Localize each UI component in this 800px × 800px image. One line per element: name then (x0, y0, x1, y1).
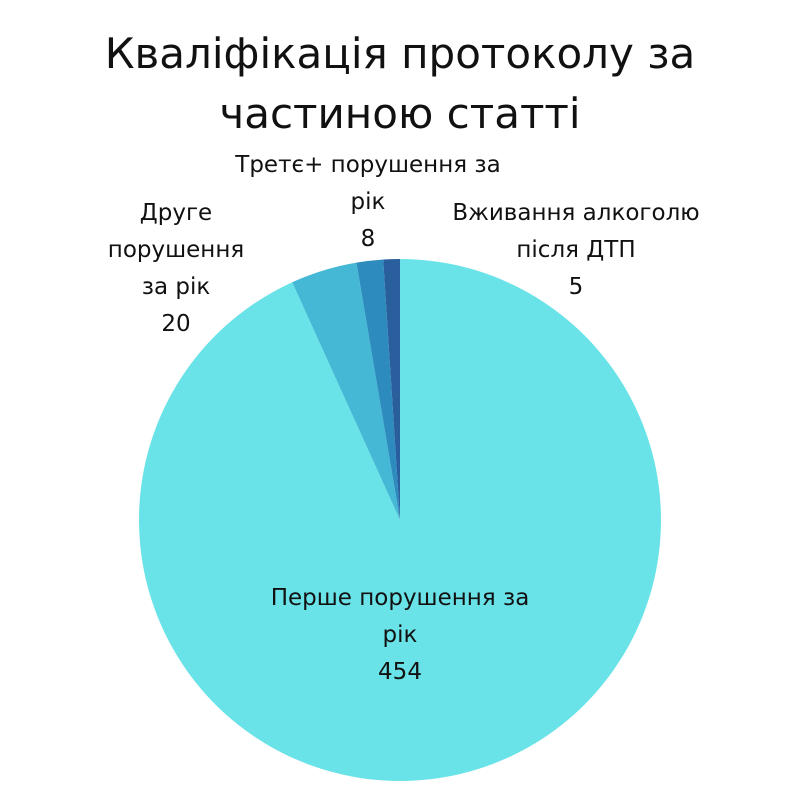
slice-value: 8 (360, 226, 376, 252)
slice-value: 20 (161, 311, 191, 337)
chart-title: Кваліфікація протоколу за частиною статт… (104, 29, 696, 138)
pie-slice (292, 262, 400, 520)
slice-label: Друге порушення за рік (107, 200, 245, 300)
slice-label: Вживання алкоголю після ДТП (452, 200, 700, 263)
pie-slice (356, 259, 400, 520)
slice-value: 454 (378, 659, 422, 685)
slice-label: Третє+ порушення за рік (235, 152, 501, 215)
pie-slice (383, 259, 400, 520)
slice-value: 5 (568, 274, 584, 300)
slice-label: Перше порушення за рік (270, 585, 530, 648)
